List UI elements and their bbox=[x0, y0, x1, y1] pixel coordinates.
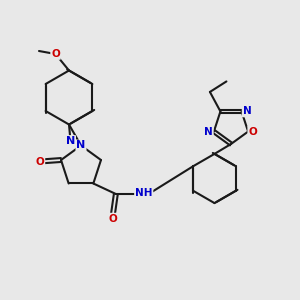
Text: O: O bbox=[36, 157, 44, 166]
Text: O: O bbox=[248, 127, 257, 136]
Text: NH: NH bbox=[135, 188, 152, 198]
Text: N: N bbox=[243, 106, 251, 116]
Text: N: N bbox=[66, 136, 75, 146]
Text: O: O bbox=[109, 214, 117, 224]
Text: N: N bbox=[76, 140, 85, 151]
Text: N: N bbox=[204, 127, 213, 136]
Text: O: O bbox=[51, 49, 60, 59]
